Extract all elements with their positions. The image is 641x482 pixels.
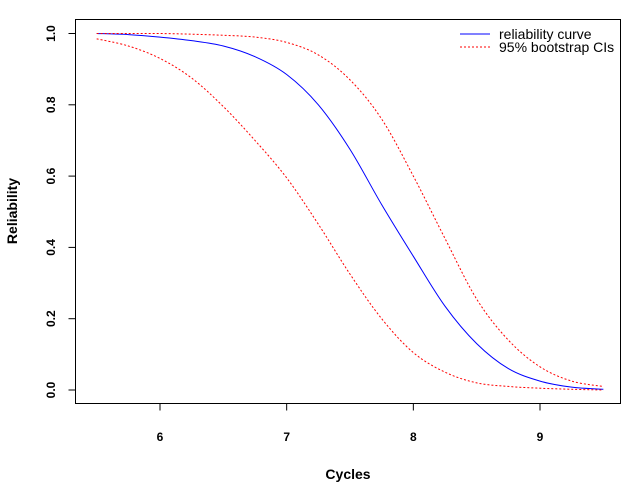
- x-tick-label: 6: [157, 430, 164, 444]
- series-layer: [96, 32, 604, 391]
- y-tick-label: 1.0: [44, 25, 58, 42]
- legend-label: 95% bootstrap CIs: [499, 39, 614, 55]
- y-tick-label: 0.4: [44, 239, 58, 256]
- y-tick-label: 0.6: [44, 167, 58, 184]
- ci-bound-line: [96, 38, 604, 391]
- x-tick-label: 7: [283, 430, 290, 444]
- ci-bound-line: [96, 32, 604, 387]
- y-axis: 0.0 0.2 0.4 0.6 0.8 1.0: [44, 25, 76, 398]
- y-axis-title: Reliability: [4, 178, 20, 244]
- x-tick-label: 8: [410, 430, 417, 444]
- x-axis: 6 7 8 9: [157, 403, 544, 444]
- y-tick-label: 0.2: [44, 310, 58, 327]
- reliability-curve-line: [96, 33, 604, 390]
- x-tick-label: 9: [537, 430, 544, 444]
- legend-label: reliability curve: [499, 26, 592, 42]
- y-tick-label: 0.0: [44, 381, 58, 398]
- y-tick-label: 0.8: [44, 96, 58, 113]
- plot-frame: [75, 19, 621, 404]
- x-axis-title: Cycles: [325, 466, 370, 482]
